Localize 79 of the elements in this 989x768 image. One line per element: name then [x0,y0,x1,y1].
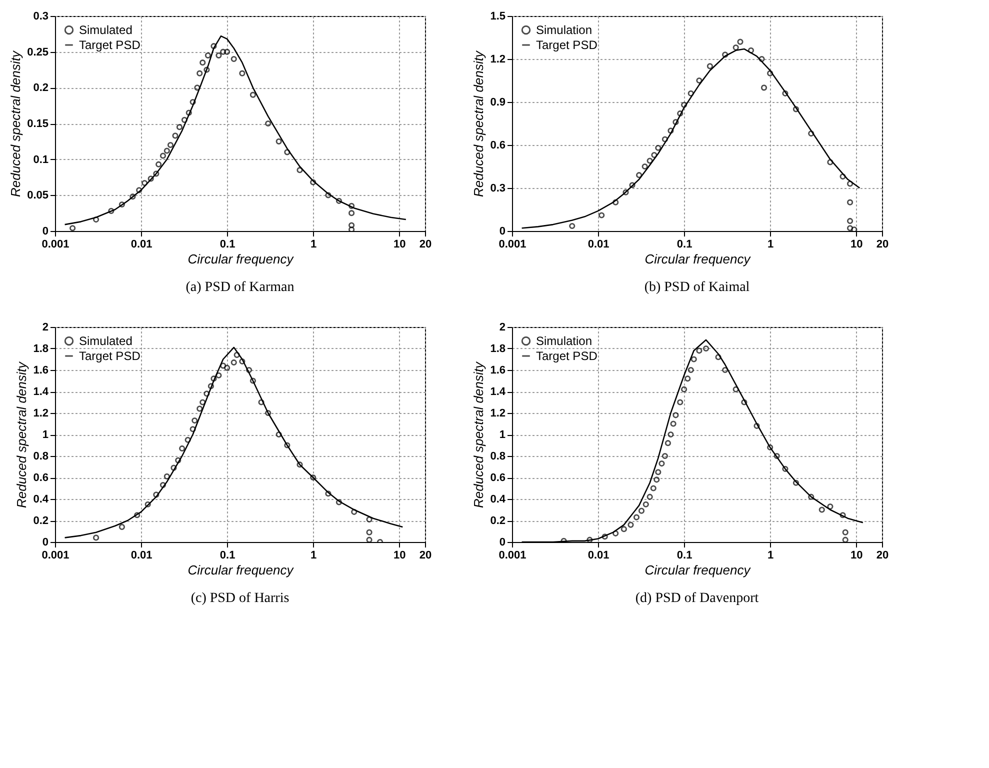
y-tick-label: 0.3 [33,10,48,22]
x-tick-label: 10 [393,238,406,250]
legend-label: Simulated [79,23,132,37]
y-tick-label: 0.4 [33,494,50,506]
x-tick-label: 20 [419,550,432,562]
y-tick-label: 0.05 [27,190,48,202]
y-tick-label: 0.2 [33,82,48,94]
y-tick-label: 0.2 [490,515,506,527]
legend-label: Target PSD [79,349,141,363]
x-tick-label: 0.01 [588,550,610,562]
text: (b) PSD of Kaimal [644,280,750,295]
x-axis-title: Circular frequency [644,252,752,266]
x-tick-label: 0.01 [130,550,152,562]
y-tick-label: 0.6 [490,472,506,484]
x-tick-label: 0.001 [498,550,526,562]
x-tick-label: 0.001 [498,238,526,250]
text: (a) PSD of Karman [186,280,294,295]
y-tick-label: 0.8 [33,450,48,462]
y-tick-label: 0.9 [490,96,506,108]
x-axis-title: Circular frequency [188,562,295,578]
y-tick-label: 0.4 [490,494,506,506]
x-tick-label: 0.01 [588,238,610,250]
y-axis-title: Reduced spectral density [8,50,24,197]
x-tick-label: 10 [393,550,406,562]
y-tick-label: 0 [499,226,506,238]
y-axis-title: Reduced spectral density [471,360,486,508]
y-tick-label: 0 [42,226,48,238]
y-tick-label: 1 [42,429,48,441]
y-axis-title: Reduced spectral density [14,360,30,508]
y-tick-label: 1.2 [490,408,506,420]
y-tick-label: 2 [42,322,48,334]
legend-label: Simulated [79,334,132,348]
x-tick-label: 20 [876,550,889,562]
text: (d) PSD of Davenport [635,591,759,606]
y-tick-label: 1.6 [33,364,48,376]
y-tick-label: 1.6 [490,364,506,376]
x-tick-label: 20 [876,238,889,250]
y-tick-label: 1 [499,429,506,441]
x-tick-label: 0.001 [42,550,70,562]
x-tick-label: 10 [850,550,863,562]
y-tick-label: 0.2 [33,515,48,527]
x-axis-title: Circular frequency [188,252,295,266]
x-tick-label: 20 [419,238,432,250]
legend-label: Target PSD [536,349,598,363]
y-tick-label: 0 [42,536,48,548]
y-tick-label: 0.25 [27,46,48,58]
x-tick-label: 1 [768,550,774,562]
y-tick-label: 0.8 [490,450,506,462]
y-tick-label: 0.15 [27,118,48,130]
x-tick-label: 1 [768,238,774,250]
x-tick-label: 10 [850,238,863,250]
x-tick-label: 0.1 [220,238,236,250]
x-tick-label: 1 [310,550,317,562]
y-tick-label: 0 [499,536,506,548]
x-tick-label: 0.1 [676,238,692,250]
legend-label: Target PSD [79,38,141,52]
y-tick-label: 1.2 [490,54,506,66]
text: (c) PSD of Harris [190,591,290,606]
legend-label: Simulation [536,23,592,37]
x-tick-label: 0.01 [130,238,152,250]
y-tick-label: 1.8 [490,343,506,355]
legend-label: Simulation [536,334,592,348]
y-axis-title: Reduced spectral density [471,50,486,197]
x-tick-label: 0.001 [42,238,70,250]
y-tick-label: 0.6 [490,140,506,152]
x-tick-label: 1 [310,238,317,250]
legend-label: Target PSD [536,38,598,52]
y-tick-label: 1.5 [490,10,506,22]
y-tick-label: 1.4 [33,386,50,398]
y-tick-label: 2 [499,322,506,334]
y-tick-label: 1.2 [33,408,48,420]
y-tick-label: 1.4 [490,386,506,398]
x-tick-label: 0.1 [220,550,236,562]
y-tick-label: 0.6 [33,472,48,484]
x-axis-title: Circular frequency [644,562,752,578]
y-tick-label: 1.8 [33,343,48,355]
y-tick-label: 0.1 [33,154,48,166]
x-tick-label: 0.1 [676,550,692,562]
y-tick-label: 0.3 [490,182,506,194]
